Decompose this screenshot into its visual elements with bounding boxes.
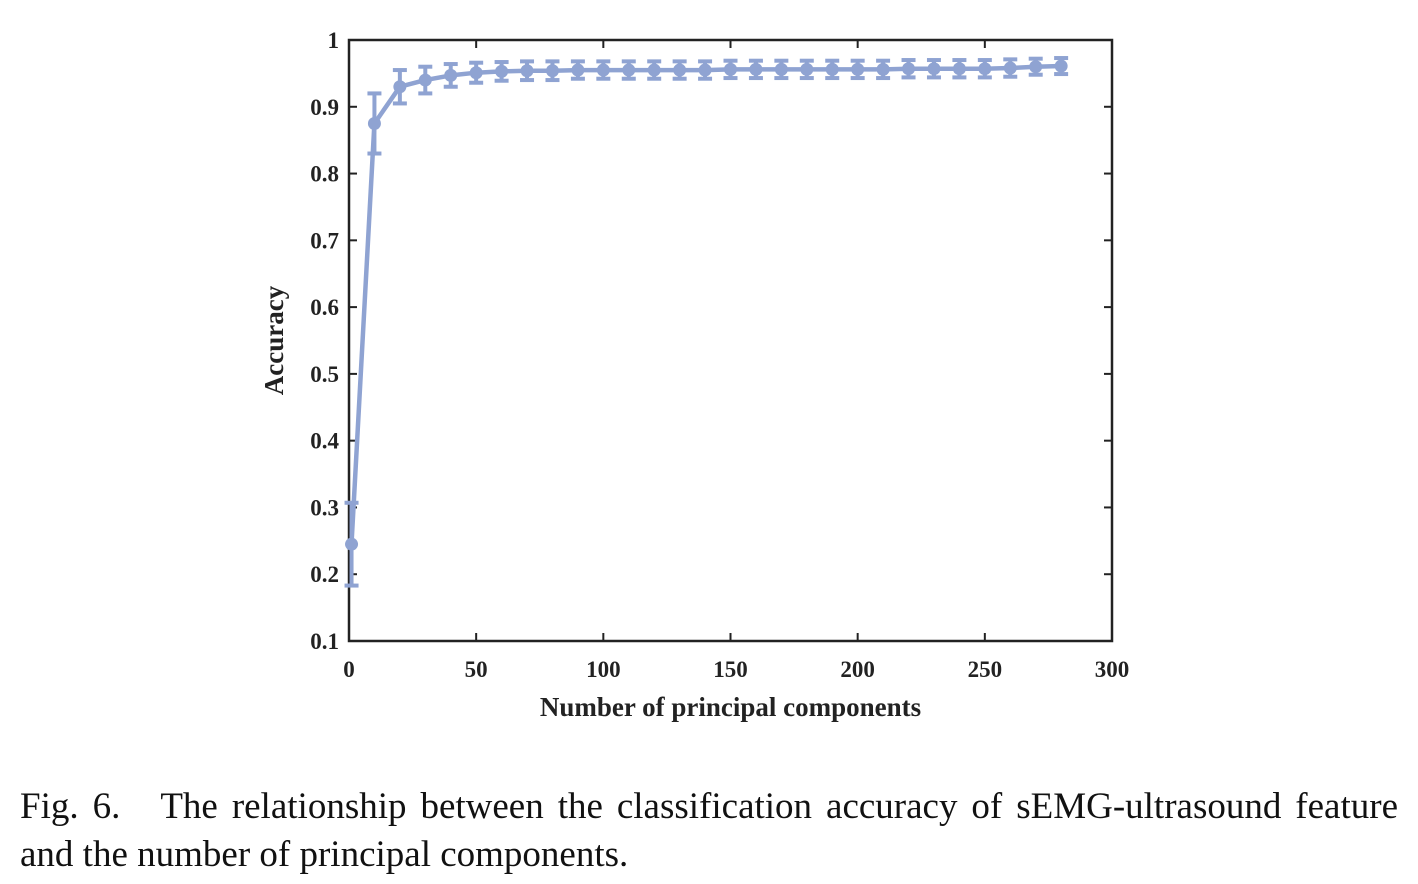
accuracy-series bbox=[344, 56, 1069, 588]
caption-text: The relationship between the classificat… bbox=[20, 786, 1398, 875]
data-point bbox=[1054, 59, 1068, 73]
x-tick-label: 150 bbox=[713, 657, 748, 682]
data-point bbox=[673, 63, 687, 77]
data-point bbox=[520, 64, 534, 78]
x-tick-label: 0 bbox=[343, 657, 355, 682]
plot-border bbox=[347, 38, 1114, 643]
y-axis-title: Accuracy bbox=[259, 285, 289, 395]
data-point bbox=[444, 68, 458, 82]
data-point bbox=[1029, 60, 1043, 74]
y-tick-label: 0.8 bbox=[310, 162, 339, 187]
data-point bbox=[800, 62, 814, 76]
data-point bbox=[1003, 61, 1017, 75]
data-point bbox=[495, 64, 509, 78]
x-tick-label: 250 bbox=[968, 657, 1003, 682]
x-tick-label: 100 bbox=[586, 657, 621, 682]
data-point bbox=[978, 62, 992, 76]
y-axis-ticks: 0.1 0.2 0.3 0.4 0.5 0.6 0.7 0.8 0.9 1 bbox=[310, 28, 1112, 654]
y-tick-label: 0.9 bbox=[310, 95, 339, 120]
y-tick-label: 1 bbox=[328, 28, 340, 53]
x-axis-ticks: 0 50 100 150 200 250 300 bbox=[343, 40, 1129, 682]
data-point bbox=[698, 63, 712, 77]
series-line bbox=[349, 63, 1062, 545]
data-point bbox=[749, 62, 763, 76]
x-tick-label: 50 bbox=[465, 657, 488, 682]
data-point bbox=[345, 537, 359, 551]
data-point bbox=[927, 62, 941, 76]
y-tick-label: 0.1 bbox=[310, 629, 339, 654]
x-axis-title: Number of principal components bbox=[540, 692, 921, 722]
data-point bbox=[367, 116, 381, 130]
data-point bbox=[571, 63, 585, 77]
data-point bbox=[724, 62, 737, 76]
y-tick-label: 0.5 bbox=[310, 362, 339, 387]
data-point bbox=[545, 64, 559, 78]
x-tick-label: 200 bbox=[840, 657, 875, 682]
accuracy-line-chart: 0.1 0.2 0.3 0.4 0.5 0.6 0.7 0.8 0.9 1 0 50 100 150 20… bbox=[259, 28, 1129, 722]
data-point bbox=[469, 66, 483, 80]
y-tick-label: 0.3 bbox=[310, 495, 339, 520]
figure-caption: Fig. 6. The relationship between the clas… bbox=[20, 783, 1398, 879]
data-point bbox=[876, 62, 890, 76]
data-point bbox=[622, 63, 636, 77]
y-tick-label: 0.2 bbox=[310, 562, 339, 587]
y-tick-label: 0.4 bbox=[310, 429, 339, 454]
data-point bbox=[952, 62, 966, 76]
data-point bbox=[825, 62, 839, 76]
data-point bbox=[851, 62, 865, 76]
y-tick-label: 0.7 bbox=[310, 228, 339, 253]
x-tick-label: 300 bbox=[1095, 657, 1130, 682]
data-point bbox=[596, 63, 610, 77]
data-point bbox=[393, 80, 407, 94]
data-point bbox=[647, 63, 661, 77]
caption-label: Fig. 6. bbox=[20, 786, 121, 827]
data-point bbox=[902, 62, 916, 76]
data-point bbox=[774, 62, 788, 76]
data-point bbox=[418, 73, 432, 87]
plot-frame bbox=[347, 38, 1114, 643]
y-tick-label: 0.6 bbox=[310, 295, 339, 320]
